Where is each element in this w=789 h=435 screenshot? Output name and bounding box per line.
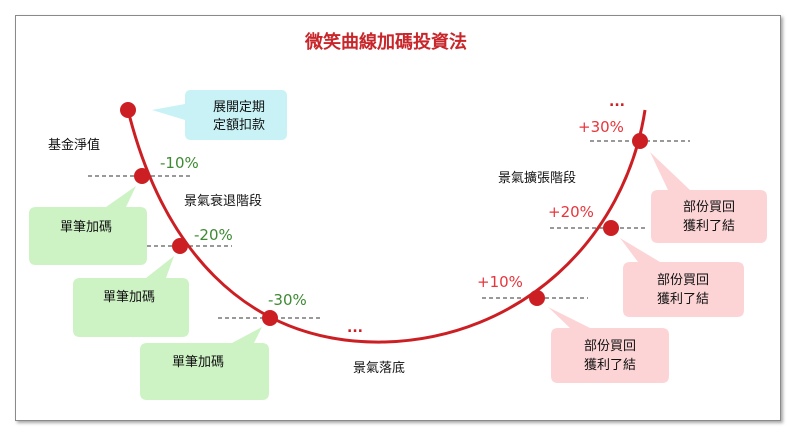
buy-point-3 (262, 310, 278, 326)
curve-points (120, 102, 648, 326)
start-callout-line1: 展開定期 (213, 100, 265, 115)
buy-callout-2-bubble (73, 256, 189, 337)
sell-callout-1-bubble (548, 307, 669, 383)
sell-callout-2-bubble (620, 238, 744, 317)
buy-callout-1-text: 單筆加碼 (60, 220, 112, 235)
buy-callout-3-bubble (140, 327, 269, 400)
buy-callout-3-text: 單筆加碼 (172, 355, 224, 370)
sell-callout-2-line1: 部份買回 (657, 273, 709, 288)
diagram-title: 微笑曲線加碼投資法 (304, 31, 467, 53)
buy-callout-3: 單筆加碼 (140, 327, 269, 400)
buy-callout-2: 單筆加碼 (73, 256, 189, 337)
expansion-label: 景氣擴張階段 (498, 170, 576, 186)
sell-callout-1: 部份買回 獲利了結 (548, 307, 669, 383)
buy-callout-1: 單筆加碼 (29, 186, 147, 265)
sell-callout-3-line1: 部份買回 (683, 200, 735, 215)
sell-pct-3: +30% (578, 118, 624, 136)
ellipsis-bottom: ... (347, 320, 363, 336)
ellipsis-top: ... (609, 94, 625, 110)
start-point (120, 102, 136, 118)
sell-point-1 (529, 290, 545, 306)
sell-callout-3: 部份買回 獲利了結 (650, 152, 767, 243)
sell-callout-1-line2: 獲利了結 (584, 358, 636, 373)
sell-callout-3-line2: 獲利了結 (683, 219, 735, 234)
sell-point-2 (603, 220, 619, 236)
nav-label: 基金淨值 (48, 137, 100, 153)
sell-pct-2: +20% (548, 203, 594, 221)
bottom-label: 景氣落底 (353, 360, 405, 376)
buy-callout-2-text: 單筆加碼 (103, 290, 155, 305)
start-callout-line2: 定額扣款 (213, 118, 265, 133)
recession-label: 景氣衰退階段 (184, 193, 262, 209)
smile-curve (126, 109, 647, 344)
buy-pct-3: -30% (268, 291, 307, 309)
sell-point-3 (632, 133, 648, 149)
sell-callout-3-bubble (650, 152, 767, 243)
sell-callout-1-line1: 部份買回 (584, 339, 636, 354)
start-callout-bubble (152, 90, 287, 140)
start-callout: 展開定期 定額扣款 (152, 90, 287, 140)
buy-point-1 (134, 168, 150, 184)
sell-pct-1: +10% (477, 273, 523, 291)
sell-callout-2: 部份買回 獲利了結 (620, 238, 744, 317)
buy-pct-1: -10% (160, 154, 199, 172)
buy-callout-1-bubble (29, 186, 147, 265)
sell-callout-2-line2: 獲利了結 (657, 292, 709, 307)
buy-point-2 (172, 238, 188, 254)
buy-pct-2: -20% (194, 226, 233, 244)
